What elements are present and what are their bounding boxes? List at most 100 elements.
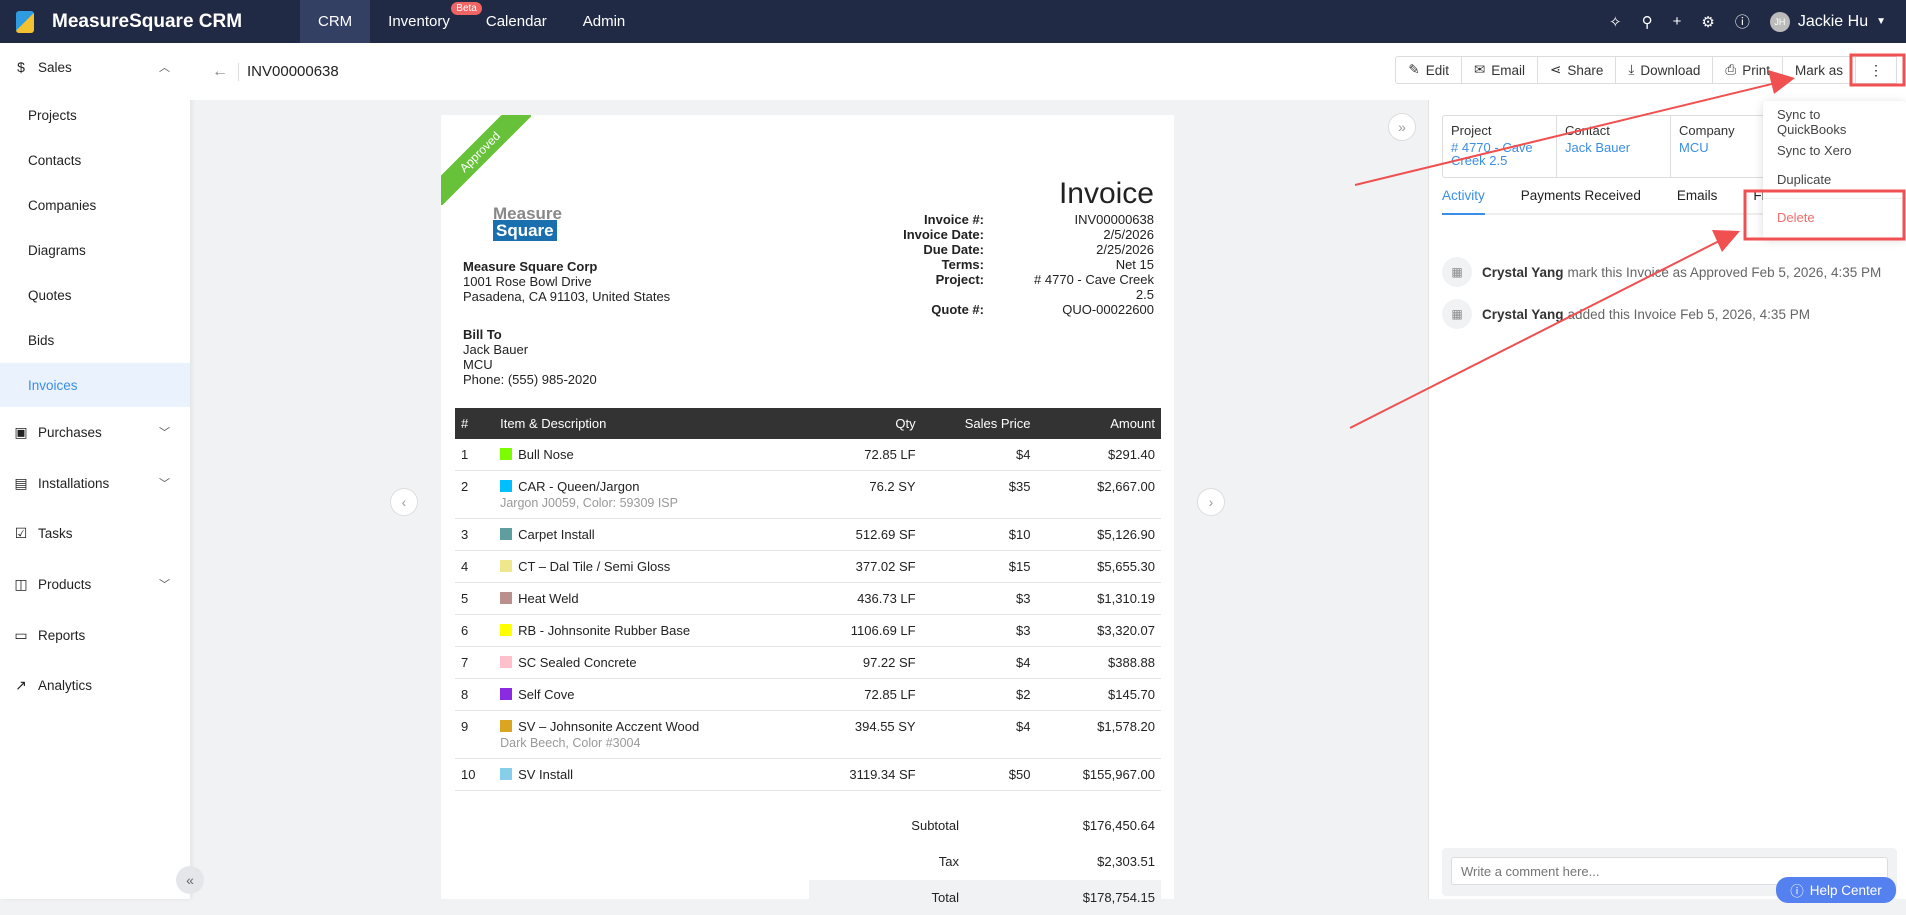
expand-panel-button[interactable]: » xyxy=(1388,113,1416,141)
print-button[interactable]: ⎙ Print xyxy=(1713,57,1783,83)
search-icon[interactable]: ⚲ xyxy=(1641,13,1653,31)
installation-icon: ▤ xyxy=(14,474,28,491)
sparkle-icon[interactable]: ✧ xyxy=(1609,13,1622,31)
tab-0[interactable]: Activity xyxy=(1442,188,1485,215)
bill-to: Bill To Jack Bauer MCU Phone: (555) 985-… xyxy=(463,327,597,387)
info-link[interactable]: MCU xyxy=(1679,140,1709,155)
mark-as-button[interactable]: Mark as xyxy=(1794,62,1843,78)
table-row: 8 Self Cove 72.85 LF $2 $145.70 xyxy=(455,678,1161,711)
meta-row: Due Date: 2/25/2026 xyxy=(923,242,1154,257)
collapse-sidebar-button[interactable]: « xyxy=(176,866,204,894)
toolbar: ✎ Edit ✉ Email ⋖ Share ⤓ Download ⎙ Print Mar… xyxy=(1395,56,1856,84)
menu-item-sync-quickbooks[interactable]: Sync to QuickBooks xyxy=(1777,106,1847,137)
color-swatch xyxy=(500,560,513,572)
table-row: 5 Heat Weld 436.73 LF $3 $1,310.19 xyxy=(455,582,1161,615)
sidebar-item-reports[interactable]: ▭ Reports xyxy=(0,613,190,657)
nav-inventory[interactable]: Inventory Beta xyxy=(370,0,482,43)
help-center-button[interactable]: ⓘ Help Center xyxy=(1776,877,1896,903)
nav-crm[interactable]: CRM xyxy=(300,0,371,43)
table-row: 1 Bull Nose 72.85 LF $4 $291.40 xyxy=(455,439,1161,471)
download-icon: ⤓ xyxy=(1628,62,1635,77)
color-swatch xyxy=(500,688,513,700)
more-options-menu: Sync to QuickBooks Sync to Xero Duplicat… xyxy=(1763,101,1906,238)
plus-icon[interactable]: + xyxy=(1672,13,1682,30)
chevron-up-icon: ︿ xyxy=(159,62,170,74)
sidebar-item-diagrams[interactable]: Diagrams xyxy=(28,242,86,258)
chevron-down-icon: ﹀ xyxy=(159,478,170,490)
help-icon[interactable]: ⓘ xyxy=(1734,14,1750,31)
nav-calendar[interactable]: Calendar xyxy=(485,13,547,30)
line-chart-icon: ↗ xyxy=(15,676,27,693)
info-link[interactable]: Jack Bauer xyxy=(1565,140,1631,155)
edit-icon: ✎ xyxy=(1408,62,1420,77)
sidebar-item-purchases[interactable]: ▣ Purchases ﹀ xyxy=(0,410,190,454)
edit-button[interactable]: ✎ Edit xyxy=(1396,57,1462,83)
info-card: Contact Jack Bauer xyxy=(1557,116,1671,177)
meta-row: Invoice Date: 2/5/2026 xyxy=(903,227,1154,242)
email-button[interactable]: ✉ Email xyxy=(1462,57,1539,83)
download-button[interactable]: ⤓ Download xyxy=(1616,57,1714,83)
sidebar-item-products[interactable]: ◫ Products ﹀ xyxy=(0,562,190,606)
calculator-icon: ▦ xyxy=(1442,257,1472,287)
sidebar-item-invoices[interactable]: Invoices xyxy=(0,363,190,407)
box-icon: ◫ xyxy=(14,575,28,592)
meta-row: Project: # 4770 - Cave Creek 2.5 xyxy=(935,272,1154,302)
sidebar-item-bids[interactable]: Bids xyxy=(28,332,55,348)
purchase-icon: ▣ xyxy=(14,423,28,440)
sidebar-item-installations[interactable]: ▤ Installations ﹀ xyxy=(0,461,190,505)
color-swatch xyxy=(500,528,513,540)
tab-2[interactable]: Emails xyxy=(1676,188,1718,203)
nav-admin[interactable]: Admin xyxy=(582,13,626,30)
sidebar-item-sales[interactable]: $ Sales ︿ xyxy=(0,45,190,89)
sidebar-item-analytics[interactable]: ↗ Analytics xyxy=(0,663,190,707)
previous-page-button[interactable]: ‹ xyxy=(390,488,418,516)
gear-icon[interactable]: ⚙ xyxy=(1701,13,1715,31)
approved-ribbon: Approved xyxy=(441,115,531,205)
sidebar-item-quotes[interactable]: Quotes xyxy=(28,287,72,303)
tab-1[interactable]: Payments Received xyxy=(1520,188,1641,203)
more-options-button[interactable]: ⋮ xyxy=(1855,56,1897,84)
meta-row: Invoice #: INV00000638 xyxy=(924,212,1154,227)
meta-row: Quote #: QUO-00022600 xyxy=(931,302,1154,317)
chevron-down-icon: ﹀ xyxy=(159,579,170,591)
menu-item-sync-xero[interactable]: Sync to Xero xyxy=(1777,143,1852,158)
user-menu[interactable]: JH Jackie Hu ▼ xyxy=(1769,11,1886,32)
color-swatch xyxy=(500,768,513,780)
menu-item-duplicate[interactable]: Duplicate xyxy=(1777,172,1832,187)
total-row: Subtotal $176,450.64 xyxy=(911,818,1155,833)
sidebar-item-tasks[interactable]: ☑ Tasks xyxy=(0,511,190,555)
color-swatch xyxy=(500,624,513,636)
page-header: ← INV00000638 ✎ Edit ✉ Email ⋖ Share ⤓ Downl… xyxy=(190,43,1906,100)
next-page-button[interactable]: › xyxy=(1197,488,1225,516)
calculator-icon: ▦ xyxy=(1442,299,1472,329)
app-logo[interactable]: MeasureSquare CRM xyxy=(0,10,300,33)
color-swatch xyxy=(500,656,513,668)
sidebar: $ Sales ︿ Projects Contacts Companies Diag… xyxy=(0,43,190,899)
invoice-meta: Invoice #: INV00000638 Invoice Date: 2/5/20… xyxy=(903,212,1154,317)
activity-item: ▦ Crystal Yang mark this Invoice as Approv… xyxy=(1442,257,1881,287)
company-address: Measure Square Corp 1001 Rose Bowl Drive… xyxy=(463,259,671,304)
color-swatch xyxy=(500,592,513,604)
mail-icon: ✉ xyxy=(1473,62,1486,77)
color-swatch xyxy=(500,480,513,492)
printer-icon: ⎙ xyxy=(1725,62,1737,77)
table-row: 10 SV Install 3119.34 SF $50 $155,967.00 xyxy=(455,758,1161,791)
share-button[interactable]: ⋖ Share xyxy=(1538,57,1617,83)
info-link[interactable]: # 4770 - Cave Creek 2.5 xyxy=(1451,140,1533,168)
items-table: # Item & Description Qty Sales Price Amo… xyxy=(455,408,1161,791)
color-swatch xyxy=(500,720,513,732)
sidebar-item-companies[interactable]: Companies xyxy=(28,197,97,213)
sidebar-item-projects[interactable]: Projects xyxy=(28,107,77,123)
dollar-icon: $ xyxy=(17,59,25,75)
activity-item: ▦ Crystal Yang added this Invoice Feb 5, 2… xyxy=(1442,299,1810,329)
calendar-check-icon: ☑ xyxy=(14,524,28,541)
total-row: Tax $2,303.51 xyxy=(938,854,1155,869)
table-row: 4 CT – Dal Tile / Semi Gloss 377.02 SF $… xyxy=(455,550,1161,583)
invoice-heading: Invoice xyxy=(1058,177,1154,210)
top-bar: MeasureSquare CRM CRM Inventory Beta Cale… xyxy=(0,0,1906,43)
back-arrow-icon[interactable]: ← xyxy=(212,62,239,81)
menu-item-delete[interactable]: Delete xyxy=(1777,210,1815,225)
beta-badge: Beta xyxy=(451,2,482,15)
table-row: 6 RB - Johnsonite Rubber Base 1106.69 LF… xyxy=(455,614,1161,647)
sidebar-item-contacts[interactable]: Contacts xyxy=(28,152,82,168)
